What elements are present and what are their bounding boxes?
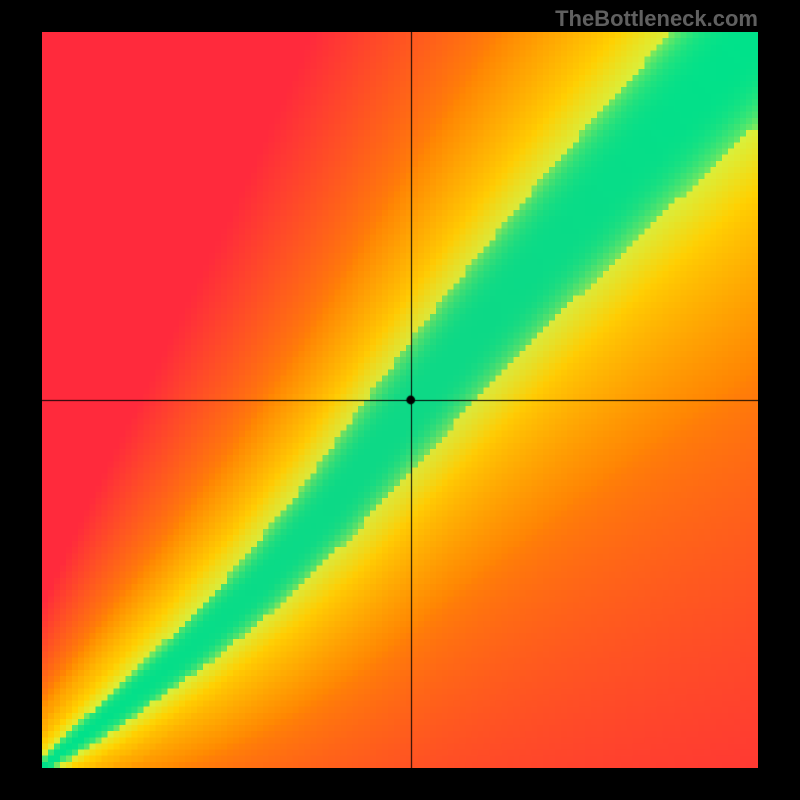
watermark-text: TheBottleneck.com [555, 6, 758, 32]
chart-container: { "watermark": { "text": "TheBottleneck.… [0, 0, 800, 800]
bottleneck-heatmap [42, 32, 758, 768]
